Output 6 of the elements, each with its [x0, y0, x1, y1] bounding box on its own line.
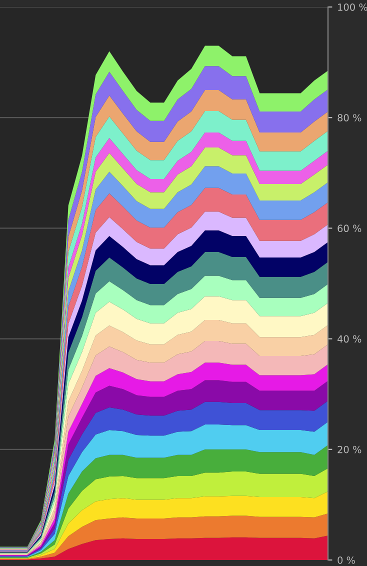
y-tick-label: 20 % [338, 446, 362, 454]
y-tick-label: 40 % [338, 335, 362, 343]
y-tick-label: 0 % [338, 556, 356, 564]
y-tick-label: 80 % [338, 114, 362, 122]
y-tick-label: 100 % [338, 3, 367, 11]
y-tick-label: 60 % [338, 224, 362, 232]
